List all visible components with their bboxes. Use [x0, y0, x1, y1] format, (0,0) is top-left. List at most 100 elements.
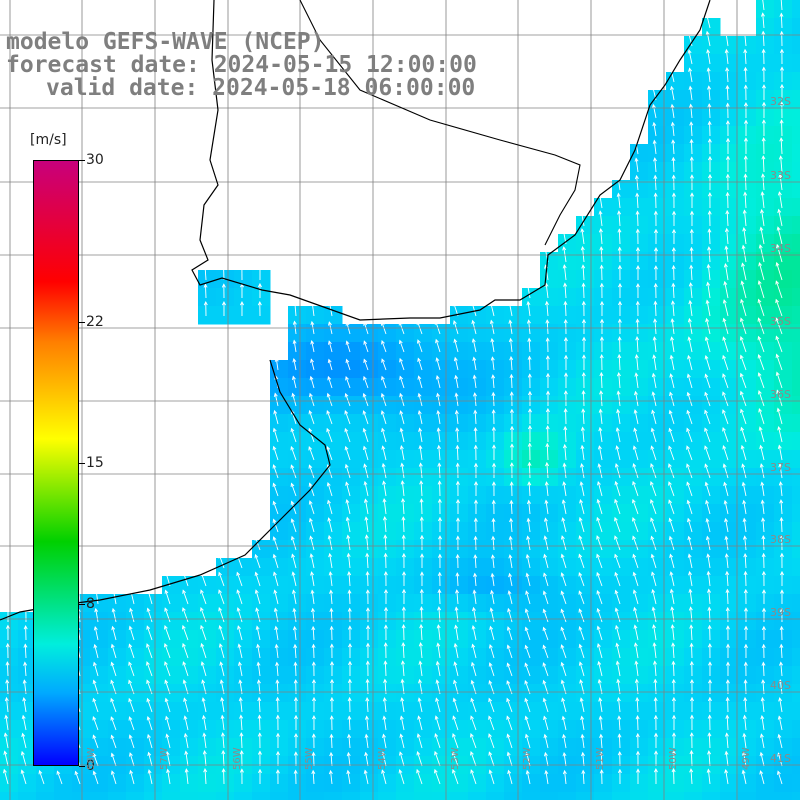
wind-speed-cell — [108, 702, 127, 721]
wind-arrow — [615, 642, 621, 659]
wind-arrow — [218, 624, 225, 641]
wind-speed-cell — [720, 720, 739, 739]
wind-arrow — [707, 138, 712, 155]
wind-speed-cell — [396, 450, 415, 469]
wind-arrow — [757, 372, 765, 389]
wind-arrow — [310, 358, 315, 371]
wind-arrow — [128, 661, 135, 677]
wind-speed-cell — [720, 108, 739, 127]
wind-arrow — [473, 554, 478, 569]
wind-speed-cell — [648, 486, 667, 505]
wind-arrow — [668, 445, 675, 461]
wind-arrow — [254, 589, 261, 605]
wind-arrow — [345, 375, 351, 389]
wind-arrow — [364, 715, 369, 731]
wind-arrow — [221, 301, 226, 317]
wind-arrow — [435, 660, 441, 677]
wind-speed-cell — [702, 612, 721, 631]
wind-speed-cell — [522, 468, 541, 487]
wind-arrow — [93, 661, 99, 677]
wind-speed-cell — [396, 486, 415, 505]
wind-arrow — [311, 661, 316, 677]
wind-speed-cell — [702, 594, 721, 613]
wind-speed-cell — [0, 702, 19, 721]
wind-speed-cell — [360, 648, 379, 667]
wind-arrow — [364, 534, 369, 551]
wind-arrow — [381, 375, 387, 389]
wind-arrow — [383, 534, 388, 551]
wind-arrow — [707, 246, 712, 263]
wind-speed-cell — [144, 792, 163, 800]
wind-speed-cell — [252, 288, 271, 307]
wind-speed-cell — [540, 432, 559, 451]
wind-speed-cell — [756, 378, 775, 397]
wind-speed-cell — [756, 198, 775, 217]
wind-arrow — [542, 626, 549, 641]
wind-arrow — [437, 606, 442, 623]
wind-speed-cell — [738, 72, 757, 91]
wind-speed-cell — [450, 486, 469, 505]
wind-arrow — [111, 607, 117, 623]
wind-arrow — [3, 768, 9, 785]
wind-speed-cell — [630, 306, 649, 325]
wind-arrow — [688, 282, 693, 299]
wind-arrow — [417, 375, 423, 389]
wind-arrow — [326, 392, 333, 407]
wind-speed-cell — [630, 378, 649, 397]
wind-arrow — [725, 66, 730, 83]
wind-arrow — [725, 714, 730, 731]
wind-speed-cell — [630, 522, 649, 541]
wind-speed-cell — [414, 504, 433, 523]
wind-speed-cell — [126, 684, 145, 703]
wind-arrow — [653, 696, 658, 713]
wind-speed-cell — [702, 450, 721, 469]
wind-speed-cell — [270, 396, 289, 415]
wind-speed-cell — [90, 792, 109, 800]
wind-speed-cell — [576, 774, 595, 793]
wind-arrow — [94, 607, 99, 623]
wind-speed-cell — [720, 522, 739, 541]
wind-arrow — [599, 733, 604, 749]
wind-speed-cell — [666, 342, 685, 361]
wind-arrow — [347, 625, 352, 641]
wind-speed-cell — [252, 774, 271, 793]
wind-arrow — [311, 769, 316, 785]
wind-speed-cell — [126, 666, 145, 685]
wind-speed-cell — [180, 648, 199, 667]
wind-arrow — [740, 444, 747, 461]
wind-arrow — [163, 642, 171, 659]
wind-arrow — [525, 282, 531, 299]
wind-arrow — [6, 606, 10, 623]
wind-speed-cell — [198, 270, 217, 289]
wind-arrow — [527, 461, 532, 479]
wind-arrow — [776, 407, 783, 425]
wind-speed-cell — [90, 702, 109, 721]
wind-speed-cell — [666, 72, 685, 91]
wind-speed-cell — [468, 432, 487, 451]
wind-arrow — [363, 358, 369, 371]
wind-speed-cell — [450, 306, 469, 325]
wind-speed-cell — [450, 720, 469, 739]
wind-arrow — [437, 480, 442, 497]
wind-speed-cell — [126, 738, 145, 757]
wind-speed-cell — [702, 342, 721, 361]
wind-arrow — [760, 481, 765, 497]
wind-speed-cell — [666, 144, 685, 163]
wind-arrow — [311, 714, 316, 731]
wind-speed-cell — [414, 630, 433, 649]
wind-speed-cell — [216, 738, 235, 757]
wind-speed-cell — [468, 414, 487, 433]
wind-speed-cell — [252, 270, 271, 289]
wind-arrow — [740, 280, 747, 299]
wind-arrow — [380, 392, 387, 407]
wind-speed-cell — [684, 126, 703, 145]
wind-speed-cell — [576, 450, 595, 469]
wind-arrow — [509, 499, 514, 515]
wind-arrow — [708, 173, 712, 191]
wind-arrow — [22, 696, 27, 713]
wind-speed-cell — [666, 306, 685, 325]
wind-arrow — [364, 516, 369, 533]
wind-arrow — [704, 373, 711, 389]
wind-speed-cell — [324, 414, 343, 433]
wind-speed-cell — [648, 702, 667, 721]
